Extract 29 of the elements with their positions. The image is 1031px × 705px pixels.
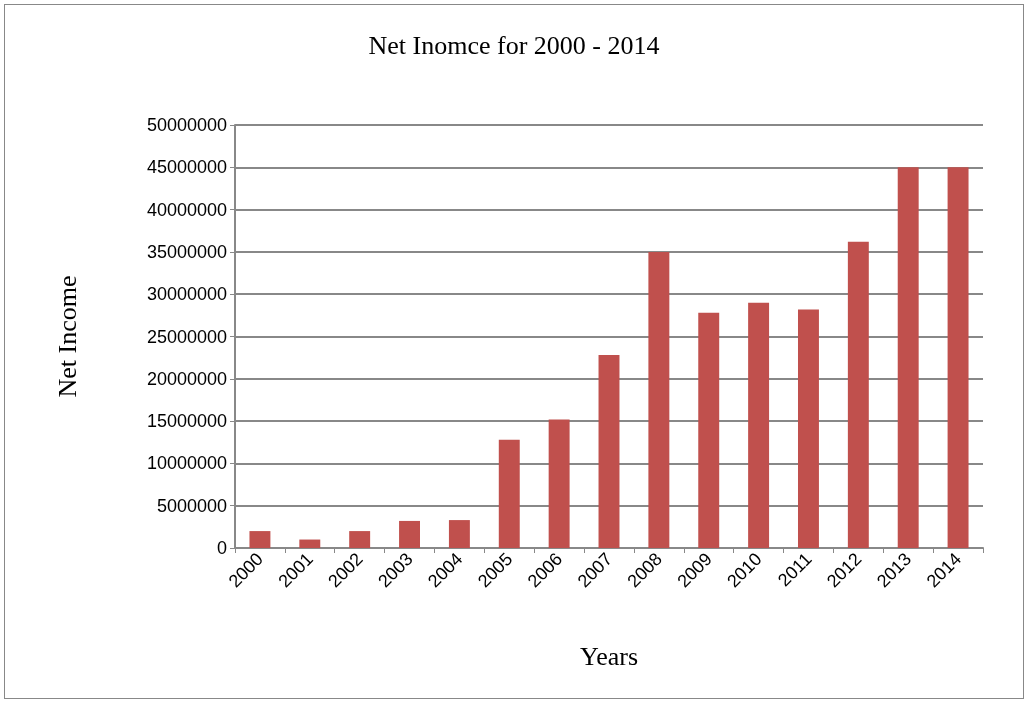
y-tick-label: 10000000 (146, 453, 227, 474)
x-axis-title: Years (579, 641, 639, 671)
bar (897, 167, 919, 548)
bar (399, 520, 421, 548)
y-tick-label: 30000000 (146, 284, 227, 305)
y-tick-label: 15000000 (146, 411, 227, 432)
bar (598, 355, 620, 548)
bar (249, 531, 271, 548)
bar (698, 312, 720, 548)
y-tick-label: 25000000 (146, 326, 227, 347)
y-tick-label: 5000000 (156, 495, 227, 516)
y-tick-label: 40000000 (146, 199, 227, 220)
bar (748, 302, 770, 548)
y-tick-label: 45000000 (146, 157, 227, 178)
bar (349, 531, 371, 548)
bar (448, 520, 470, 548)
bar (797, 309, 819, 548)
bar (847, 241, 869, 548)
y-tick-label: 0 (216, 538, 227, 558)
bar (498, 439, 520, 548)
bar (947, 167, 969, 548)
y-tick-label: 35000000 (146, 241, 227, 262)
bar (648, 251, 670, 548)
bar (548, 419, 570, 548)
y-axis-title: Net Income (52, 275, 82, 398)
y-tick-label: 50000000 (146, 115, 227, 135)
chart-title: Net Inomce for 2000 - 2014 (368, 30, 660, 60)
bar (299, 539, 321, 548)
y-tick-label: 20000000 (146, 368, 227, 389)
